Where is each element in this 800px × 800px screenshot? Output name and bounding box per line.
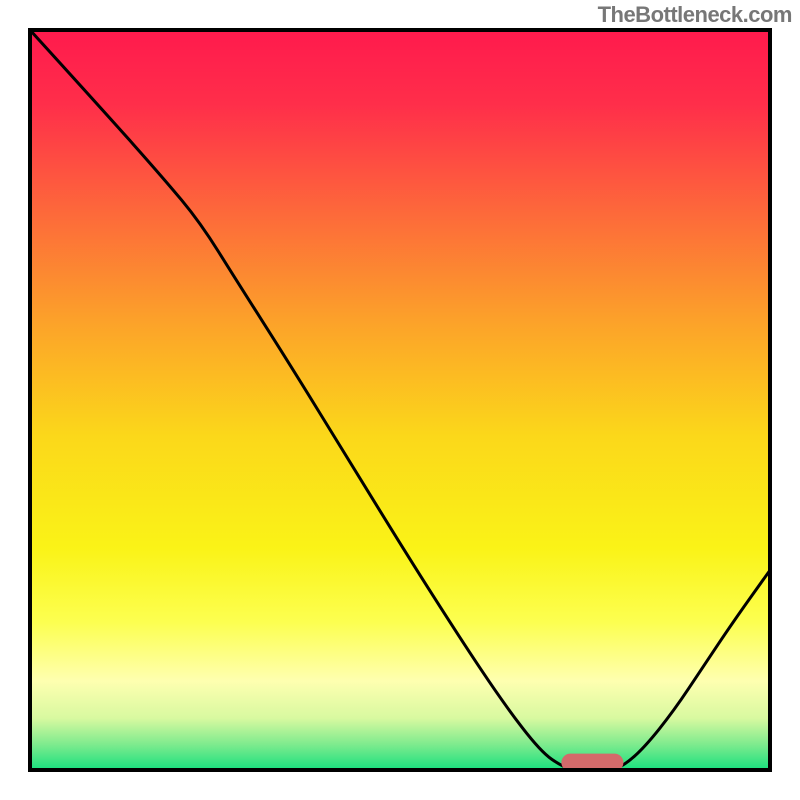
chart-svg xyxy=(0,0,800,800)
bottleneck-chart: TheBottleneck.com xyxy=(0,0,800,800)
watermark-text: TheBottleneck.com xyxy=(598,2,792,28)
plot-background xyxy=(30,30,770,770)
